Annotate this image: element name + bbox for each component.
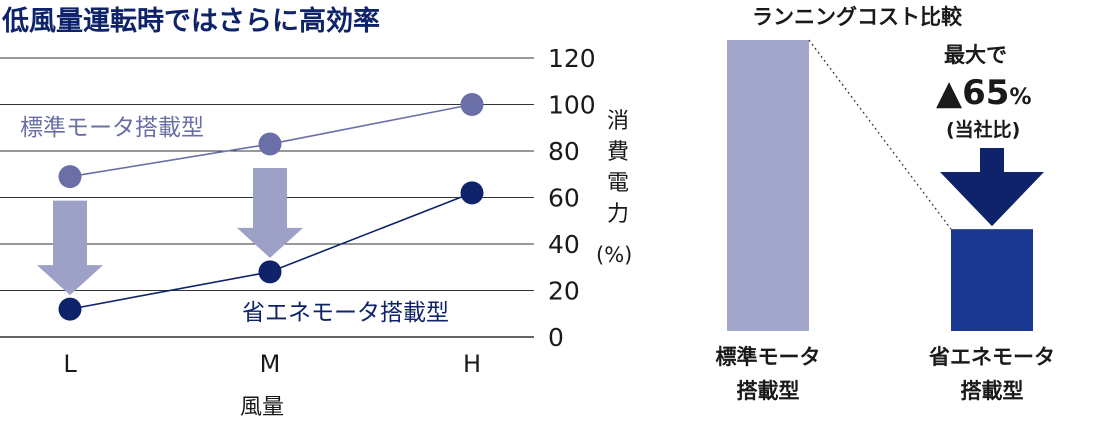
y-axis-label: 消費電力 <box>607 109 629 227</box>
reduction-arrow-M <box>237 168 303 258</box>
bar-eco <box>951 229 1033 331</box>
point-standard-H <box>460 93 484 116</box>
y-axis-label-char: 消 <box>607 109 629 134</box>
annotation-value-number: ▲65 <box>936 73 1009 113</box>
y-axis-label-char: 費 <box>607 140 629 165</box>
y-tick-120: 120 <box>548 44 596 73</box>
x-tick-M: M <box>260 350 281 378</box>
y-axis-unit: (%) <box>596 243 632 267</box>
y-axis-label-char: 力 <box>607 202 629 227</box>
reduction-arrows <box>37 168 303 296</box>
y-tick-0: 0 <box>548 323 564 352</box>
point-eco-M <box>258 260 282 284</box>
annotation-value-unit: % <box>1009 85 1031 110</box>
bar1-label-line2: 搭載型 <box>737 379 800 403</box>
standard-series-label: 標準モータ搭載型 <box>20 115 204 141</box>
point-eco-L <box>58 297 82 321</box>
bar-standard <box>727 40 809 331</box>
bar2-label-line1: 省エネモータ <box>928 345 1055 369</box>
bar2-label-line2: 搭載型 <box>961 379 1024 403</box>
annotation-note: (当社比) <box>946 118 1020 141</box>
bar-chart-title: ランニングコスト比較 <box>752 5 963 29</box>
bar-group <box>727 39 1044 331</box>
y-axis-label-char: 電 <box>607 171 629 196</box>
point-standard-M <box>258 132 282 156</box>
point-standard-L <box>58 165 82 189</box>
series-lines <box>58 93 484 321</box>
y-tick-60: 60 <box>548 184 580 213</box>
y-tick-labels: 0 20 40 60 80 100 120 <box>548 44 596 352</box>
x-axis-label: 風量 <box>240 395 284 420</box>
annotation-line1: 最大で <box>944 43 1007 67</box>
eco-series-label: 省エネモータ搭載型 <box>242 300 449 326</box>
reduction-arrow-L <box>37 200 103 296</box>
annotation-value: ▲65% <box>936 73 1032 113</box>
bar-connector-line <box>808 39 952 230</box>
y-tick-40: 40 <box>548 230 580 259</box>
x-tick-L: L <box>63 350 77 378</box>
x-tick-H: H <box>463 350 481 378</box>
y-tick-80: 80 <box>548 137 580 166</box>
point-eco-H <box>460 181 484 205</box>
line-chart-title: 低風量運転時ではさらに高効率 <box>1 5 380 37</box>
y-tick-20: 20 <box>548 277 580 306</box>
y-tick-100: 100 <box>548 91 596 120</box>
reduction-down-arrow <box>940 148 1044 227</box>
bar1-label-line1: 標準モータ <box>716 345 821 369</box>
